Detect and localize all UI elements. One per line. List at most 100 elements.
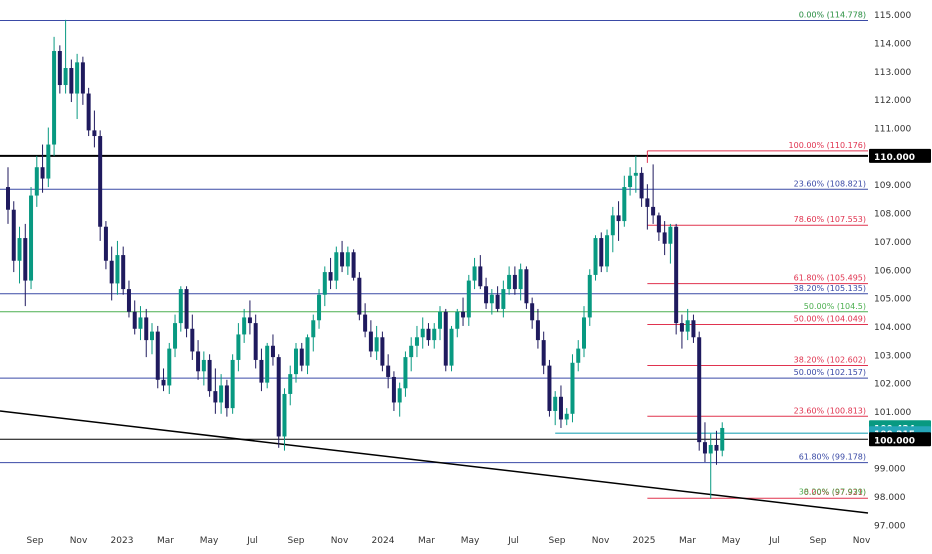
y-tick-label: 114.000	[874, 40, 911, 50]
candle-body	[501, 289, 506, 309]
candle-body	[98, 136, 103, 227]
candle-body	[438, 311, 442, 329]
candle-body	[397, 388, 402, 403]
fib-label: 38.20% (97.939)	[799, 488, 866, 497]
y-tick-label: 106.000	[874, 266, 911, 276]
fib-label: 100.00% (110.176)	[789, 141, 866, 150]
fib-label: 61.80% (105.495)	[794, 274, 866, 283]
x-tick-label: Mar	[418, 536, 435, 546]
candle-body	[196, 351, 201, 372]
candle-body	[161, 379, 166, 386]
candle-body	[23, 238, 28, 281]
candle-body	[340, 252, 345, 267]
x-axis: Sep Nov 2023 Mar May Jul Sep Nov 2024 Mar May Jul Se…	[27, 536, 871, 546]
candle-body	[265, 345, 270, 383]
candle-body	[155, 331, 160, 380]
candle-body	[357, 277, 362, 315]
candles	[6, 19, 725, 499]
x-tick-label: Jul	[768, 536, 780, 546]
candle-body	[173, 323, 178, 349]
x-tick-label: May	[461, 536, 480, 546]
candle-body	[178, 289, 183, 324]
candle-body	[461, 311, 466, 318]
candle-body	[484, 286, 489, 304]
y-tick-label: 105.000	[874, 295, 911, 305]
candle-body	[345, 252, 350, 267]
candle-body	[213, 391, 218, 403]
candle-body	[702, 442, 707, 454]
candle-body	[132, 311, 137, 329]
candle-body	[535, 320, 540, 341]
candle-body	[547, 365, 552, 411]
candle-body	[656, 215, 661, 233]
candle-body	[587, 274, 592, 318]
candle-body	[236, 334, 241, 360]
x-tick-label: Sep	[549, 536, 566, 546]
candle-body	[714, 444, 719, 451]
candle-body	[253, 323, 258, 360]
candle-body	[230, 359, 235, 409]
y-tick-label: 113.000	[874, 68, 911, 78]
y-tick-label: 103.000	[874, 351, 911, 361]
candle-body	[144, 317, 149, 341]
x-tick-label: Nov	[853, 536, 871, 546]
candle-body	[541, 340, 546, 366]
candle-body	[351, 252, 356, 278]
candle-body	[288, 374, 293, 394]
candle-body	[455, 311, 460, 329]
x-tick-label: Jul	[507, 536, 519, 546]
candle-body	[558, 396, 563, 420]
candle-body	[86, 93, 91, 131]
candle-body	[645, 198, 650, 207]
candle-body	[386, 365, 391, 377]
candle-body	[599, 238, 604, 267]
y-tick-label: 112.000	[874, 96, 911, 106]
candle-body	[582, 317, 586, 349]
candle-body	[242, 317, 247, 335]
candle-body	[403, 357, 408, 389]
candle-body	[524, 269, 529, 304]
candle-body	[685, 320, 690, 332]
candle-body	[52, 51, 57, 145]
fib-label: 78.60% (107.553)	[794, 215, 866, 224]
candle-body	[40, 167, 45, 179]
candle-body	[639, 172, 644, 199]
candle-body	[46, 144, 51, 179]
candle-body	[259, 359, 264, 383]
candle-body	[282, 393, 287, 437]
candle-body	[518, 269, 523, 290]
candle-body	[276, 357, 281, 437]
fib-label: 61.80% (99.178)	[799, 453, 866, 462]
candle-body	[426, 328, 431, 341]
candle-body	[34, 167, 39, 196]
candle-body	[121, 255, 126, 290]
candle-body	[29, 195, 34, 281]
candle-body	[489, 294, 494, 304]
candle-body	[662, 232, 667, 244]
candle-body	[530, 303, 535, 321]
candle-body	[708, 444, 713, 454]
candle-body	[69, 68, 74, 94]
candle-body	[11, 209, 16, 261]
candle-body	[449, 328, 454, 366]
x-tick-label: Sep	[288, 536, 305, 546]
y-tick-label: 99.000	[874, 465, 906, 475]
candle-body	[380, 337, 385, 366]
candle-body	[190, 328, 195, 352]
x-tick-label: Nov	[331, 536, 349, 546]
x-tick-label: May	[722, 536, 741, 546]
candle-body	[679, 323, 684, 332]
x-tick-label: Nov	[70, 536, 88, 546]
x-tick-label: Mar	[157, 536, 174, 546]
candle-body	[109, 260, 114, 284]
candle-body	[6, 187, 10, 210]
candle-body	[495, 294, 500, 309]
price-badge-label: 100.000	[874, 436, 915, 446]
fib-label: 23.60% (100.813)	[794, 406, 866, 415]
fib-label: 38.20% (105.135)	[794, 284, 866, 293]
fib-label: 0.00% (114.778)	[799, 10, 866, 19]
x-tick-label: 2023	[111, 536, 134, 546]
candle-body	[409, 345, 414, 358]
